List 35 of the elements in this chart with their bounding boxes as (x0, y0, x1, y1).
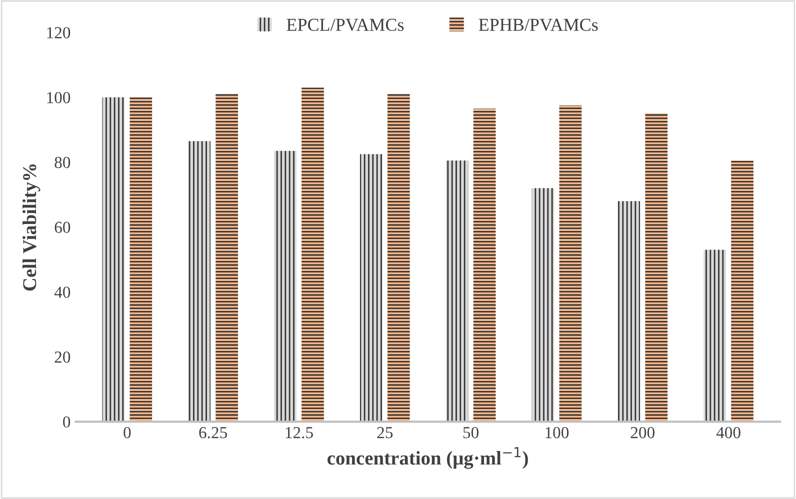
x-axis-title: concentration (μg·ml$^{−1}$) (328, 447, 528, 469)
legend-label: EPCL/PVAMCs (286, 18, 404, 31)
bar (618, 201, 640, 422)
bar (188, 141, 210, 422)
bar (473, 108, 496, 422)
x-tick-label: 100 (546, 427, 569, 438)
y-tick-label: 0 (63, 416, 70, 428)
y-tick-label: 120 (47, 27, 70, 38)
y-tick-label: 100 (47, 92, 70, 104)
x-tick-label: 25 (377, 427, 393, 438)
x-tick-label: 400 (716, 427, 740, 438)
bar (216, 94, 238, 422)
x-tick-label: 6.25 (199, 427, 228, 438)
y-tick-label: 80 (54, 156, 70, 168)
y-tick-label: 20 (54, 351, 70, 363)
bar (387, 94, 410, 422)
bar (274, 150, 296, 422)
y-tick-label: 40 (54, 286, 70, 298)
legend-label: EPHB/PVAMCs (478, 18, 598, 31)
bar (704, 250, 726, 422)
x-tick-label: 200 (630, 427, 654, 438)
x-tick-label: 0 (124, 427, 131, 438)
bar (731, 160, 754, 422)
bar (130, 97, 152, 422)
bar (559, 105, 582, 422)
x-tick-label: 12.5 (286, 427, 313, 438)
bar (360, 154, 382, 422)
bar (446, 160, 468, 422)
y-axis-title: Cell Viability% (22, 164, 40, 291)
bar (645, 114, 668, 422)
x-tick-label: 50 (463, 427, 479, 438)
bar (532, 188, 554, 422)
bar (102, 97, 125, 422)
y-tick-label: 60 (54, 222, 70, 233)
bar (302, 88, 324, 422)
